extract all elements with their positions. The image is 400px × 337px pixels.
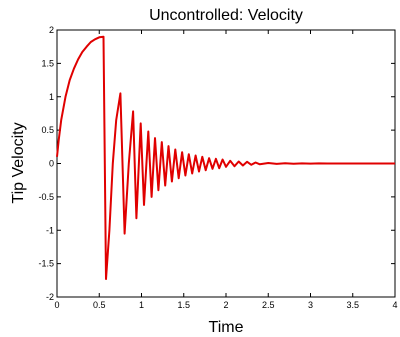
x-tick-label: 1.5 <box>177 300 190 310</box>
y-tick-label: -1.5 <box>38 259 54 269</box>
y-tick-label: 2 <box>49 25 54 35</box>
x-axis: 0 0.5 1 1.5 2 2.5 3 3.5 4 <box>54 30 398 310</box>
x-tick-label: 3.5 <box>346 300 359 310</box>
chart-title: Uncontrolled: Velocity <box>149 7 303 24</box>
x-tick-label: 0.5 <box>93 300 106 310</box>
x-tick-label: 1 <box>139 300 144 310</box>
y-tick-label: -2 <box>46 292 54 302</box>
y-tick-label: 0.5 <box>41 125 54 135</box>
x-tick-label: 0 <box>54 300 59 310</box>
y-tick-label: -1 <box>46 225 54 235</box>
x-axis-label: Time <box>209 319 244 336</box>
y-tick-label: 1 <box>49 92 54 102</box>
y-axis: 2 1.5 1 0.5 0 -0.5 -1 -1.5 -2 <box>38 25 395 302</box>
x-tick-label: 3 <box>308 300 313 310</box>
series-line-0 <box>56 35 395 280</box>
y-tick-label: 1.5 <box>41 58 54 68</box>
x-tick-label: 4 <box>392 300 397 310</box>
y-tick-label: -0.5 <box>38 192 54 202</box>
x-tick-label: 2 <box>223 300 228 310</box>
series-layer <box>56 35 395 280</box>
x-tick-label: 2.5 <box>262 300 275 310</box>
y-axis-label: Tip Velocity <box>10 122 27 203</box>
y-tick-label: 0 <box>49 159 54 169</box>
